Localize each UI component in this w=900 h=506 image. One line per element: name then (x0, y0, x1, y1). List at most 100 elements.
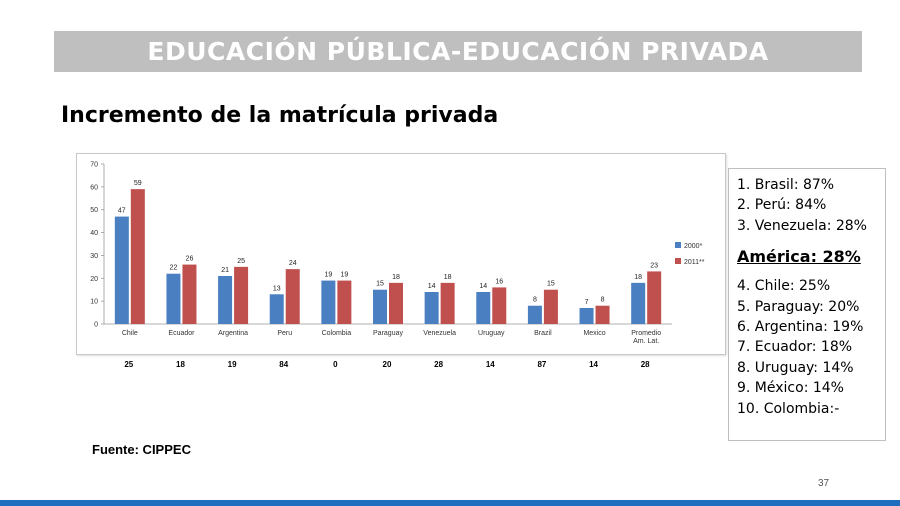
bottom-accent-bar (0, 500, 900, 506)
legend-label: 2011** (684, 259, 705, 266)
slide-title: EDUCACIÓN PÚBLICA-EDUCACIÓN PRIVADA (147, 37, 769, 66)
bar-2011 (595, 305, 610, 324)
increment-value: 20 (382, 360, 392, 369)
ranking-rest-item: 9. México: 14% (737, 380, 844, 397)
bar-2000 (114, 216, 129, 324)
y-tick-label: 60 (90, 184, 98, 191)
ranking-rest-list: 4. Chile: 25% 5. Paraguay: 20% 6. Argentin… (737, 276, 885, 419)
increment-value: 25 (124, 360, 134, 369)
x-tick-label: Peru (277, 330, 292, 337)
bar-2000 (166, 273, 181, 324)
data-label-2011: 59 (134, 180, 142, 187)
bar-2011 (285, 269, 300, 324)
data-label-2011: 25 (237, 258, 245, 265)
x-tick-label: Colombia (322, 330, 352, 337)
increment-row: 25 18 19 84 0 20 28 14 87 14 28 (0, 360, 900, 374)
y-tick-label: 30 (90, 253, 98, 260)
bar-2011 (337, 280, 352, 324)
y-tick-label: 70 (90, 162, 98, 169)
data-label-2011: 24 (289, 260, 297, 267)
y-tick-label: 40 (90, 230, 98, 237)
y-tick-label: 20 (90, 276, 98, 283)
page-number: 37 (818, 478, 830, 489)
increment-value: 14 (485, 360, 495, 369)
data-label-2000: 15 (376, 281, 384, 288)
data-label-2000: 18 (634, 274, 642, 281)
data-label-2011: 8 (601, 297, 605, 304)
ranking-rest-item: 10. Colombia:- (737, 400, 840, 417)
ranking-rest-item: 5. Paraguay: 20% (737, 298, 860, 315)
ranking-rest-item: 7. Ecuador: 18% (737, 339, 853, 356)
bar-2000 (269, 294, 284, 324)
increment-value: 0 (333, 360, 338, 369)
bar-2011 (130, 189, 145, 324)
source-note: Fuente: CIPPEC (92, 442, 191, 457)
legend-label: 2000* (684, 243, 703, 250)
x-tick-label: Am. Lat. (633, 338, 659, 345)
increment-value: 87 (537, 360, 547, 369)
increment-value: 28 (434, 360, 444, 369)
y-tick-label: 10 (90, 299, 98, 306)
data-label-2000: 47 (118, 208, 126, 215)
x-tick-label: Uruguay (478, 330, 505, 337)
x-tick-label: Chile (122, 330, 138, 337)
bar-2000 (527, 305, 542, 324)
y-tick-label: 50 (90, 207, 98, 214)
bar-2011 (647, 271, 662, 324)
bar-chart-svg: 0 10 20 30 40 50 60 70 47 59 Chile 22 26 Ecuador 21 25 A… (90, 162, 705, 346)
legend-swatch (675, 258, 681, 264)
y-tick-label: 0 (94, 322, 98, 329)
data-label-2000: 14 (479, 283, 487, 290)
x-tick-label: Venezuela (423, 330, 456, 337)
bar-2011 (389, 282, 403, 324)
legend-swatch (675, 242, 681, 248)
ranking-rest-item: 4. Chile: 25% (737, 278, 831, 295)
ranking-top-list: 1. Brasil: 87% 2. Perú: 84% 3. Venezuela: … (737, 175, 885, 236)
ranking-top-item: 1. Brasil: 87% (737, 177, 835, 193)
bar-chart: 0 10 20 30 40 50 60 70 47 59 Chile 22 26 Ecuador 21 25 A… (76, 153, 726, 355)
data-label-2011: 18 (392, 274, 400, 281)
bar-2011 (543, 289, 558, 324)
ranking-rest-item: 8. Uruguay: 14% (737, 359, 854, 376)
title-bar: EDUCACIÓN PÚBLICA-EDUCACIÓN PRIVADA (54, 31, 862, 72)
increment-value: 28 (640, 360, 650, 369)
x-tick-label: Argentina (218, 330, 248, 337)
x-tick-label: Promedio (631, 330, 661, 337)
bar-2011 (234, 266, 249, 324)
bar-2011 (492, 287, 507, 324)
data-label-2000: 8 (533, 297, 537, 304)
data-label-2000: 22 (170, 265, 178, 272)
data-label-2000: 7 (585, 299, 589, 306)
ranking-top-item: 3. Venezuela: 28% (737, 217, 867, 234)
data-label-2000: 21 (221, 267, 229, 274)
x-tick-label: Paraguay (373, 330, 403, 337)
ranking-box: 1. Brasil: 87% 2. Perú: 84% 3. Venezuela: … (728, 168, 886, 441)
x-tick-label: Brazil (534, 330, 552, 337)
bar-2000 (321, 280, 336, 324)
data-label-2011: 18 (444, 274, 452, 281)
bar-2000 (476, 292, 491, 324)
data-label-2011: 15 (547, 281, 555, 288)
bar-2000 (579, 308, 594, 324)
data-label-2011: 23 (650, 262, 658, 269)
data-label-2000: 13 (273, 285, 281, 292)
bar-2000 (424, 292, 439, 324)
slide-subtitle: Incremento de la matrícula privada (61, 103, 499, 128)
data-label-2011: 26 (186, 256, 194, 263)
increment-value: 18 (176, 360, 185, 369)
ranking-top-item: 2. Perú: 84% (737, 197, 827, 214)
data-label-2011: 19 (340, 272, 348, 279)
ranking-rest-item: 6. Argentina: 19% (737, 319, 864, 336)
increment-value: 19 (227, 360, 237, 369)
bar-2011 (440, 282, 455, 324)
bar-2000 (218, 276, 233, 324)
data-label-2011: 16 (495, 278, 503, 285)
america-label: América: 28% (737, 247, 861, 267)
data-label-2000: 19 (324, 272, 332, 279)
bar-2000 (631, 282, 646, 324)
data-label-2000: 14 (428, 283, 436, 290)
x-tick-label: Mexico (583, 330, 605, 337)
bar-2011 (182, 264, 197, 324)
x-tick-label: Ecuador (168, 330, 195, 337)
increment-value: 84 (279, 360, 289, 369)
